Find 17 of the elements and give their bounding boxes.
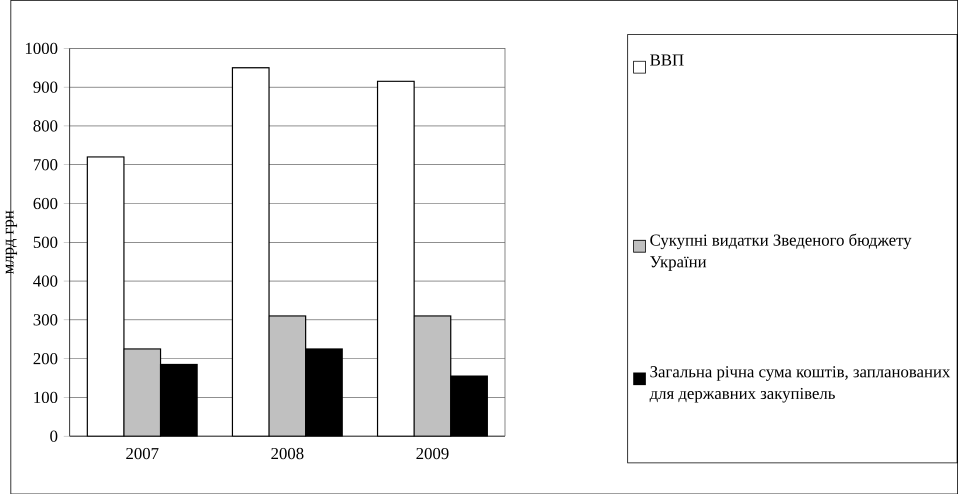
y-tick-label: 200 bbox=[34, 352, 58, 364]
y-tick-label: 300 bbox=[34, 314, 58, 326]
y-tick-label: 400 bbox=[33, 275, 58, 286]
y-tick-label: 0 bbox=[50, 430, 58, 442]
legend-label: ВВП bbox=[650, 54, 684, 66]
y-tick-label: 700 bbox=[34, 158, 58, 170]
x-tick-label: 2008 bbox=[271, 448, 304, 459]
x-tick-label: 2007 bbox=[126, 448, 159, 459]
x-tick-label: 2009 bbox=[416, 448, 449, 459]
legend-label: Загальна річна сума коштів, запланованих для державних закупівель bbox=[650, 366, 950, 402]
y-tick-label: 100 bbox=[34, 392, 58, 403]
legend-label: Сукупні видатки Зведеного бюджету України bbox=[650, 233, 912, 271]
y-tick-label: 500 bbox=[34, 236, 58, 248]
y-tick-label: 600 bbox=[34, 198, 58, 209]
y-tick-label: 900 bbox=[33, 81, 58, 93]
y-tick-label: 800 bbox=[33, 120, 58, 132]
y-tick-label: 1000 bbox=[26, 42, 58, 54]
